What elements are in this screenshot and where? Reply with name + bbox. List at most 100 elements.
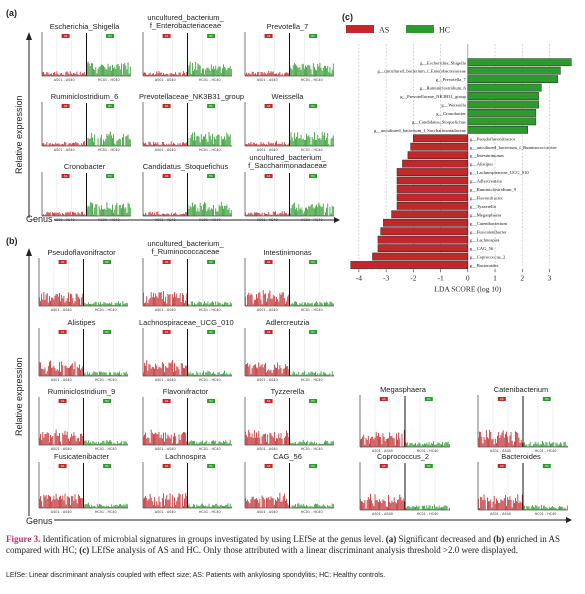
- mini-hc-range: HC01 - HC40: [95, 308, 117, 312]
- mini-bar: [227, 443, 229, 445]
- mini-bar: [214, 136, 216, 146]
- mini-bar: [419, 443, 421, 447]
- mini-hc-range: HC01 - HC40: [417, 449, 439, 453]
- mini-bar: [506, 505, 507, 510]
- mini-bar: [125, 136, 127, 146]
- mini-bar: [200, 441, 202, 445]
- mini-bar: [295, 301, 296, 306]
- mini-bar: [110, 372, 112, 376]
- mini-bar: [275, 301, 276, 306]
- mini-bar: [197, 302, 199, 306]
- mini-bar: [102, 372, 104, 376]
- mini-bar: [287, 366, 289, 376]
- mini-bar: [217, 134, 219, 146]
- mini-bar: [119, 303, 120, 306]
- mini-bar: [280, 212, 282, 216]
- mini-bar: [421, 444, 423, 447]
- mini-bar: [378, 433, 379, 447]
- mini-bar: [90, 202, 92, 216]
- mini-bar: [225, 440, 227, 445]
- mini-bar: [519, 500, 521, 510]
- mini-bar: [181, 433, 183, 445]
- mini-bar: [61, 294, 63, 306]
- mini-bar: [46, 142, 48, 146]
- mini-bar: [323, 372, 325, 376]
- mini-bar: [110, 135, 112, 146]
- mini-bar: [280, 501, 282, 508]
- mini-bar: [158, 431, 160, 445]
- mini-bar: [199, 505, 201, 508]
- mini-bar: [269, 72, 271, 76]
- mini-bar: [74, 143, 76, 146]
- mini-bar: [536, 443, 538, 447]
- mini-bar: [245, 431, 246, 445]
- mini-bar: [213, 144, 214, 146]
- mini-bar: [148, 437, 150, 445]
- mini-bar: [107, 374, 109, 376]
- mini-bar: [80, 211, 82, 216]
- mini-bar: [177, 496, 179, 508]
- mini-bar: [193, 305, 194, 306]
- mini-bar: [317, 134, 319, 146]
- mini-bar: [70, 214, 72, 216]
- mini-bar: [218, 371, 220, 376]
- mini-hc-tag: HC: [545, 397, 549, 401]
- mini-bar: [114, 67, 116, 76]
- mini-bar: [99, 304, 100, 306]
- mini-bar: [323, 505, 325, 508]
- mini-bar: [104, 302, 106, 306]
- mini-bar: [47, 366, 49, 376]
- mini-bar: [557, 445, 559, 447]
- mini-bar: [60, 495, 61, 508]
- mini-bar: [310, 506, 312, 508]
- mini-bar: [221, 373, 223, 376]
- figure-caption: Figure 3. Identification of microbial si…: [6, 534, 580, 556]
- mini-bar: [230, 68, 232, 76]
- mini-bar: [253, 74, 255, 76]
- mini-bar: [144, 214, 145, 216]
- mini-bar: [311, 442, 313, 445]
- mini-bar: [159, 437, 161, 445]
- mini-bar: [287, 432, 289, 445]
- mini-bar: [143, 498, 144, 508]
- mini-bar: [198, 301, 200, 306]
- mini-hc-tag: HC: [311, 399, 315, 403]
- mini-bar: [151, 145, 153, 146]
- mini-bar: [113, 305, 115, 306]
- mini-bar: [157, 73, 159, 76]
- mini-bar: [275, 73, 276, 76]
- legend-swatch-as: [346, 25, 374, 33]
- mini-bar: [501, 432, 503, 447]
- mini-bar: [379, 499, 380, 510]
- mini-bar: [165, 366, 167, 376]
- mini-bar: [260, 299, 262, 306]
- mini-bar: [71, 294, 73, 306]
- mini-as-tag: AS: [61, 464, 65, 468]
- mini-bar: [181, 214, 183, 216]
- mini-bar: [514, 503, 515, 510]
- mini-bar: [120, 63, 122, 76]
- mini-bar: [247, 144, 249, 146]
- mini-bar: [328, 144, 330, 146]
- mini-bar: [153, 505, 154, 508]
- mini-bar: [115, 443, 117, 445]
- mini-bar: [144, 363, 145, 376]
- mini-bar: [92, 63, 93, 76]
- mini-bar: [185, 300, 187, 306]
- mini-bar: [178, 214, 180, 216]
- mini-bar: [70, 365, 71, 376]
- mini-bar: [67, 367, 69, 376]
- mini-bar: [110, 303, 112, 306]
- mini-bar: [54, 144, 56, 146]
- mini-bar: [52, 436, 54, 445]
- mini-bar: [496, 498, 497, 510]
- mini-bar: [216, 374, 218, 376]
- mini-bar: [217, 67, 219, 76]
- mini-bar: [258, 71, 260, 76]
- mini-bar: [256, 367, 257, 376]
